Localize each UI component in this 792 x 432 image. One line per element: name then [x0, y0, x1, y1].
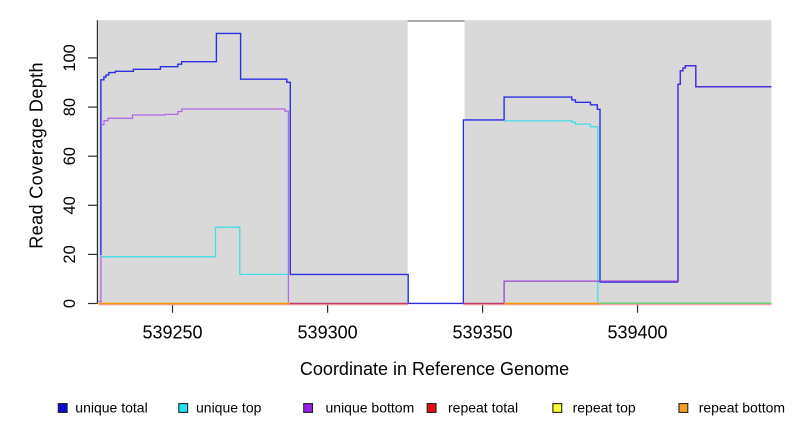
svg-text:20: 20	[61, 245, 79, 263]
svg-text:539300: 539300	[298, 323, 358, 343]
svg-text:539350: 539350	[453, 323, 513, 343]
svg-text:100: 100	[61, 44, 79, 72]
svg-text:80: 80	[61, 98, 79, 116]
svg-text:unique top: unique top	[196, 400, 262, 416]
svg-text:0: 0	[61, 299, 79, 308]
svg-text:repeat total: repeat total	[448, 400, 518, 416]
svg-text:unique bottom: unique bottom	[326, 400, 415, 416]
svg-text:539250: 539250	[142, 323, 202, 343]
svg-text:unique total: unique total	[75, 400, 147, 416]
svg-text:repeat bottom: repeat bottom	[699, 400, 785, 416]
svg-text:Coordinate in Reference Genome: Coordinate in Reference Genome	[300, 359, 569, 379]
svg-text:539400: 539400	[607, 323, 667, 343]
svg-text:60: 60	[61, 147, 79, 165]
svg-text:Read Coverage Depth: Read Coverage Depth	[26, 62, 46, 249]
svg-text:repeat top: repeat top	[573, 400, 636, 416]
svg-text:40: 40	[61, 196, 79, 214]
